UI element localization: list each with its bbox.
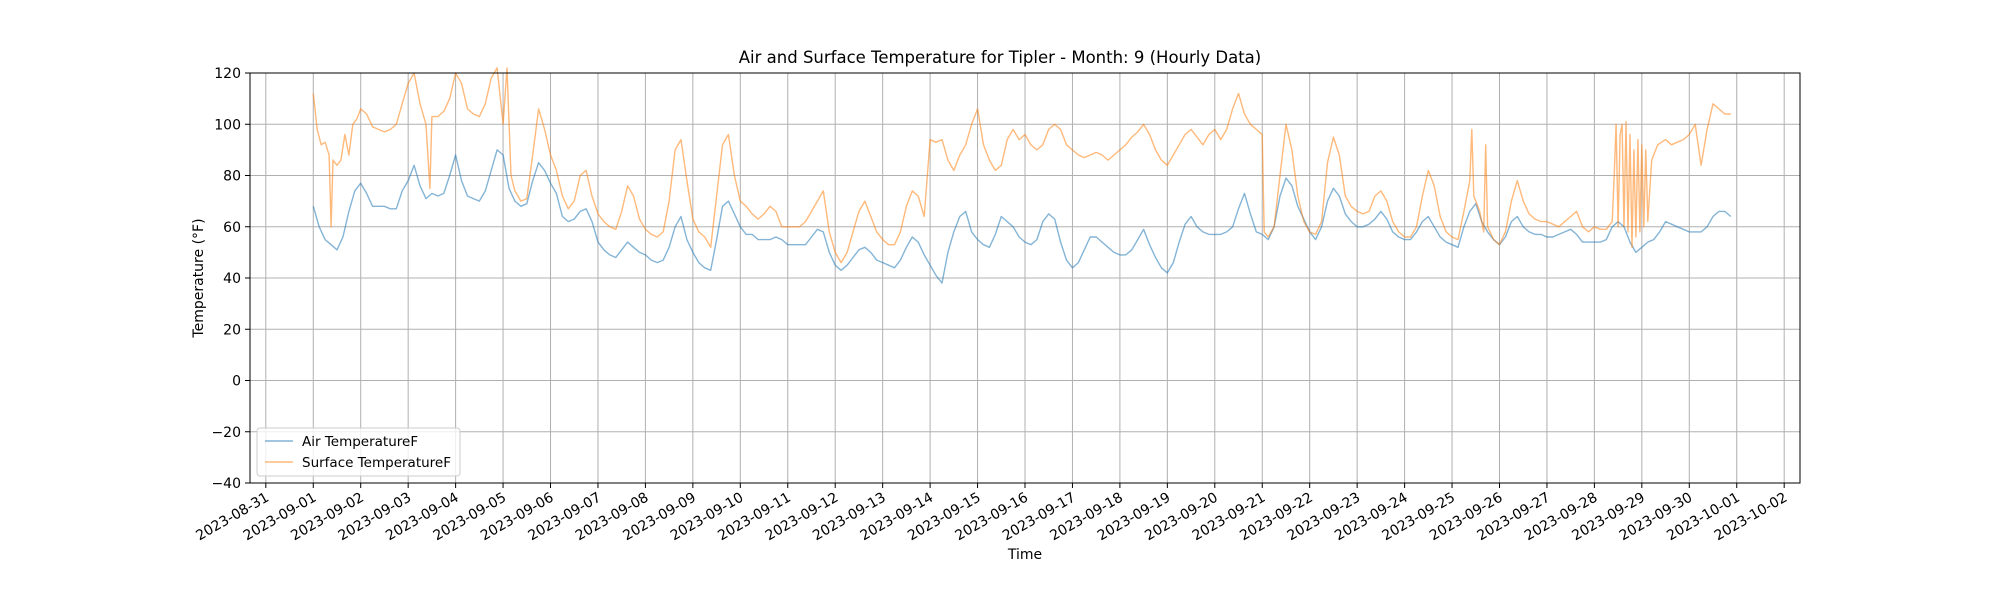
y-tick-label: 0 <box>232 374 241 390</box>
grid-lines <box>250 72 1800 484</box>
legend-box <box>256 427 461 477</box>
y-tick-label: 120 <box>214 66 241 82</box>
series-layer <box>312 67 1732 284</box>
y-tick-label: 100 <box>214 117 241 133</box>
y-axis-label: Temperature (°F) <box>191 218 207 338</box>
y-tick-label: 80 <box>223 169 241 185</box>
legend: Air TemperatureF Surface TemperatureF <box>256 427 461 477</box>
y-tick-label: −40 <box>211 476 241 492</box>
y-tick-label: −20 <box>211 425 241 441</box>
y-tick-label: 60 <box>223 220 241 236</box>
y-axis: −40 −20 0 20 40 60 80 100 120 <box>211 66 250 492</box>
y-tick-label: 40 <box>223 271 241 287</box>
y-tick-label: 20 <box>223 322 241 338</box>
x-axis-label: Time <box>1007 547 1042 563</box>
series-line-surface <box>312 67 1731 264</box>
legend-label-air: Air TemperatureF <box>302 434 418 450</box>
chart-title: Air and Surface Temperature for Tipler -… <box>739 48 1261 67</box>
legend-label-surface: Surface TemperatureF <box>302 455 451 471</box>
